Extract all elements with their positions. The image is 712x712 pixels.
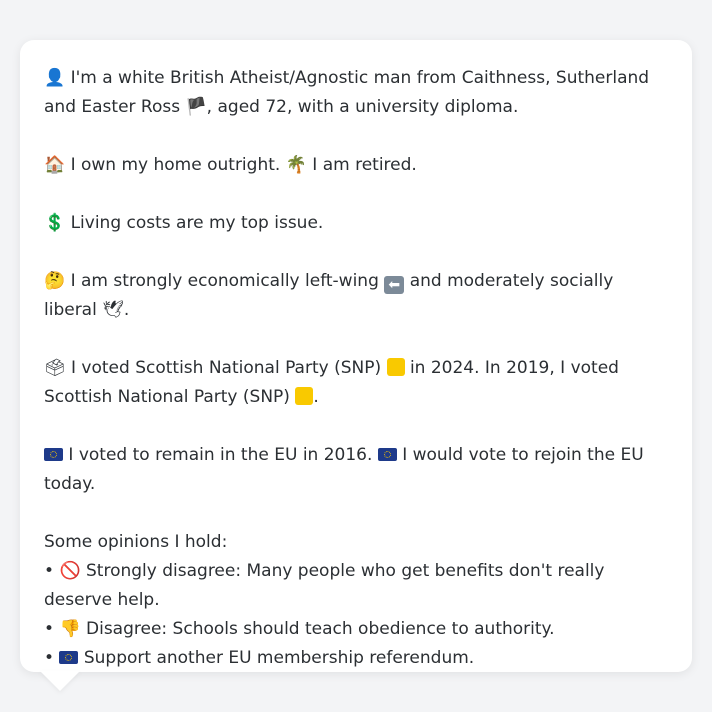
opinion-text: Support another EU membership referendum… xyxy=(83,648,475,668)
snp-yellow-square-icon xyxy=(386,358,405,376)
eu-rejoin-text: I would vote to rejoin the EU today. xyxy=(44,445,644,494)
eu-flag-icon xyxy=(44,448,63,461)
snp-yellow-square-icon xyxy=(295,387,314,405)
bullet: • xyxy=(44,561,55,581)
bullet: • xyxy=(44,619,55,639)
vote-period: . xyxy=(313,387,319,407)
opinions-paragraph: Some opinions I hold: • 🚫 Strongly disag… xyxy=(44,528,668,673)
retired-text: I am retired. xyxy=(312,155,417,175)
thumbs-down-icon: 👎 xyxy=(59,619,81,639)
issue-paragraph: 💲 Living costs are my top issue. xyxy=(44,209,668,238)
politics-text-social: and moderately socially liberal xyxy=(44,271,614,320)
scotland-flag-icon: 🏴 xyxy=(185,97,207,117)
vote-text: I voted Scottish National Party (SNP) xyxy=(71,358,382,378)
palm-tree-icon: 🌴 xyxy=(285,155,307,175)
eu-flag-icon xyxy=(377,448,397,461)
dove-icon: 🕊 xyxy=(102,300,124,320)
eu-remain-text: I voted to remain in the EU in 2016. xyxy=(68,445,373,465)
issue-text: Living costs are my top issue. xyxy=(70,213,324,233)
home-paragraph: 🏠 I own my home outright. 🌴 I am retired… xyxy=(44,151,668,180)
opinion-item: • 👎 Disagree: Schools should teach obedi… xyxy=(44,615,668,644)
opinions-heading: Some opinions I hold: xyxy=(44,532,228,552)
bullet: • xyxy=(44,648,55,668)
opinion-text: Strongly disagree: Many people who get b… xyxy=(44,561,605,610)
person-icon: 👤 xyxy=(44,68,66,88)
vote-text-2019: in 2024. In 2019, I voted Scottish Natio… xyxy=(44,358,619,407)
prohibited-icon: 🚫 xyxy=(59,561,81,581)
profile-card: 👤 I'm a white British Atheist/Agnostic m… xyxy=(20,40,692,672)
house-icon: 🏠 xyxy=(44,155,66,175)
dollar-icon: 💲 xyxy=(44,213,66,233)
home-text: I own my home outright. xyxy=(70,155,281,175)
opinion-text: Disagree: Schools should teach obedience… xyxy=(86,619,555,639)
politics-paragraph: 🤔 I am strongly economically left-wing ⬅… xyxy=(44,267,668,325)
eu-paragraph: I voted to remain in the EU in 2016. I w… xyxy=(44,441,668,499)
eu-flag-icon xyxy=(59,651,79,664)
intro-text: I'm a white British Atheist/Agnostic man… xyxy=(44,68,650,117)
left-arrow-icon: ⬅ xyxy=(384,276,405,294)
politics-period: . xyxy=(123,300,130,320)
politics-text: I am strongly economically left-wing xyxy=(70,271,379,291)
thinking-face-icon: 🤔 xyxy=(44,271,66,291)
opinion-item: • 🚫 Strongly disagree: Many people who g… xyxy=(44,557,668,615)
ballot-box-icon: 🗳 xyxy=(44,358,66,378)
opinion-item: • Support another EU membership referend… xyxy=(44,644,668,673)
vote-paragraph: 🗳 I voted Scottish National Party (SNP) … xyxy=(44,354,668,412)
speech-bubble-tail xyxy=(40,671,80,691)
intro-text-age: , aged 72, with a university diploma. xyxy=(206,97,519,117)
intro-paragraph: 👤 I'm a white British Atheist/Agnostic m… xyxy=(44,64,668,122)
